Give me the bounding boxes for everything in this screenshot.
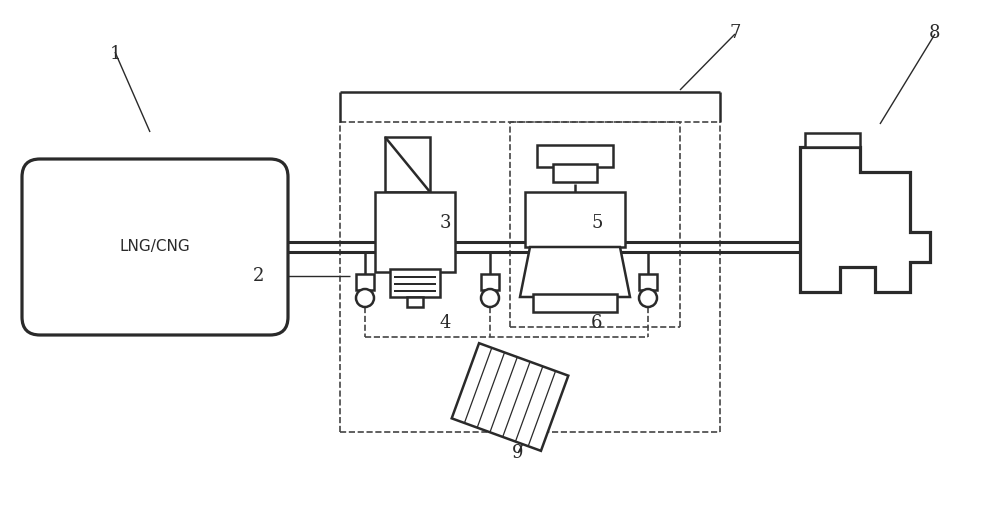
Polygon shape: [520, 247, 630, 297]
Bar: [481, 274, 499, 290]
Text: 4: 4: [439, 313, 451, 332]
Text: LNG/CNG: LNG/CNG: [120, 240, 190, 254]
Text: 9: 9: [512, 444, 524, 462]
Bar: [407, 297, 423, 307]
Circle shape: [639, 289, 657, 307]
Text: 2: 2: [252, 267, 264, 286]
Text: 1: 1: [109, 45, 121, 63]
Circle shape: [356, 289, 374, 307]
Text: 3: 3: [439, 214, 451, 232]
Bar: [390, 269, 440, 297]
Bar: [805, 133, 860, 147]
Bar: [385, 137, 430, 192]
Text: 8: 8: [929, 24, 941, 42]
Polygon shape: [800, 147, 930, 292]
Bar: [375, 192, 455, 272]
Text: 5: 5: [591, 214, 603, 232]
Bar: [525, 192, 625, 247]
Bar: [537, 145, 613, 167]
Bar: [533, 294, 617, 312]
Text: 7: 7: [729, 24, 741, 42]
Bar: [356, 274, 374, 290]
Polygon shape: [452, 343, 568, 451]
Text: 6: 6: [591, 313, 603, 332]
Circle shape: [481, 289, 499, 307]
FancyBboxPatch shape: [22, 159, 288, 335]
Bar: [639, 274, 657, 290]
Bar: [553, 164, 597, 182]
